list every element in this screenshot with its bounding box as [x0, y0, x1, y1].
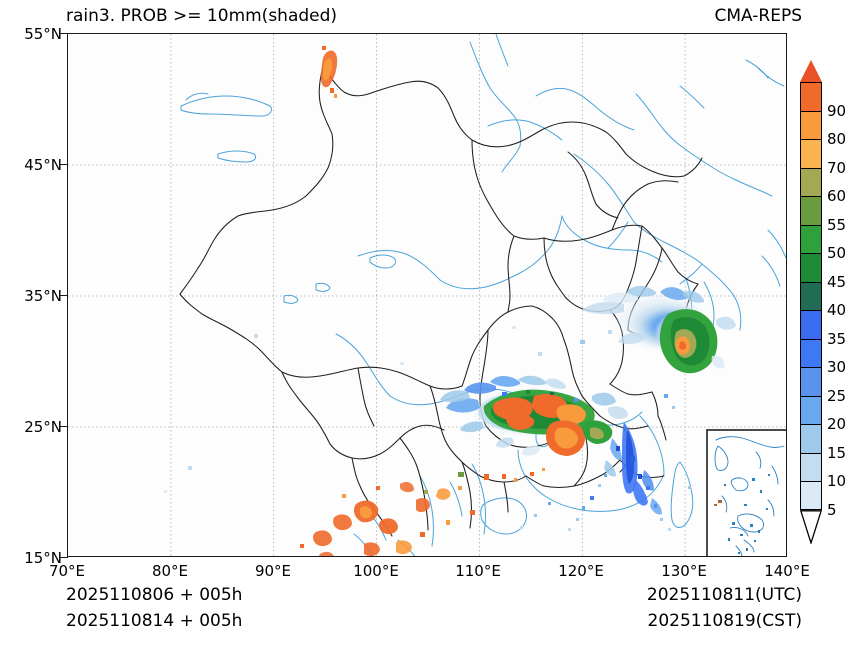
colorbar-swatch-80 — [800, 110, 822, 139]
y-tick-label-35n: 35°N — [24, 287, 62, 305]
colorbar-swatch-90 — [800, 82, 822, 111]
page-title: rain3. PROB >= 10mm(shaded) — [66, 6, 338, 26]
feature-misc-speckle — [164, 326, 675, 493]
y-tick-mark-15n — [60, 556, 68, 558]
x-tick-label-130e: 130°E — [661, 562, 707, 580]
colorbar-label-35: 35 — [827, 329, 847, 348]
y-tick-mark-45n — [60, 163, 68, 165]
x-tick-label-90e: 90°E — [254, 562, 292, 580]
colorbar-swatch-35 — [800, 310, 822, 339]
colorbar-label-40: 40 — [827, 301, 847, 319]
y-tick-mark-55n — [60, 32, 68, 34]
footer: 2025110806 + 005h 2025110811(UTC) 202511… — [0, 585, 860, 637]
colorbar-label-60: 60 — [827, 187, 847, 205]
x-tick-label-140e: 140°E — [764, 562, 810, 580]
colorbar-label-30: 30 — [827, 358, 847, 376]
colorbar-swatch-55 — [800, 196, 822, 225]
footer-valid-utc: 2025110811(UTC) — [646, 585, 802, 605]
colorbar-swatch-20 — [800, 395, 822, 424]
map-canvas[interactable]: No: GS (2019) 1786 — [67, 33, 787, 557]
y-tick-label-15n: 15°N — [24, 549, 62, 567]
colorbar-swatch-40 — [800, 281, 822, 310]
hydrography-layer — [180, 34, 786, 556]
y-tick-label-25n: 25°N — [24, 418, 62, 436]
x-tick-label-70e: 70°E — [48, 562, 86, 580]
y-tick-mark-35n — [60, 294, 68, 296]
colorbar-label-45: 45 — [827, 272, 847, 291]
colorbar-swatch-70 — [800, 139, 822, 168]
x-tick-label-120e: 120°E — [558, 562, 604, 580]
probability-shading-layer — [164, 46, 736, 556]
colorbar-label-10: 10 — [827, 472, 847, 490]
colorbar-swatch-45 — [800, 253, 822, 282]
feature-se-coast-band — [520, 422, 711, 531]
feature-yellow-sea-korea-plume — [582, 286, 736, 374]
footer-valid-cst: 2025110819(CST) — [647, 611, 802, 631]
colorbar-label-55: 55 — [827, 215, 847, 234]
footer-init-utc: 2025110806 + 005h — [66, 585, 243, 605]
footer-init-cst: 2025110814 + 005h — [66, 611, 243, 631]
y-tick-label-55n: 55°N — [24, 25, 62, 43]
colorbar[interactable]: 90 80 70 60 55 50 45 40 35 30 25 20 15 10 5 — [799, 60, 860, 560]
colorbar-gradient — [800, 82, 822, 510]
colorbar-label-70: 70 — [827, 158, 847, 177]
x-tick-label-110e: 110°E — [455, 562, 501, 580]
x-tick-label-80e: 80°E — [151, 562, 189, 580]
colorbar-over-arrow — [800, 60, 822, 82]
feature-altai-patch — [320, 46, 338, 98]
feature-central-china-plume — [440, 375, 628, 456]
colorbar-label-25: 25 — [827, 386, 847, 405]
colorbar-swatch-5 — [800, 481, 822, 510]
south-china-sea-inset — [706, 429, 786, 556]
model-label: CMA-REPS — [714, 6, 802, 26]
feature-indochina-scatter — [300, 468, 545, 556]
colorbar-swatch-15 — [800, 424, 822, 453]
colorbar-label-50: 50 — [827, 244, 847, 262]
colorbar-under-arrow — [799, 509, 823, 548]
footer-row-cst: 2025110814 + 005h 2025110819(CST) — [0, 611, 860, 637]
x-tick-label-100e: 100°E — [353, 562, 399, 580]
colorbar-label-5: 5 — [827, 500, 837, 519]
colorbar-swatch-10 — [800, 452, 822, 481]
footer-row-utc: 2025110806 + 005h 2025110811(UTC) — [0, 585, 860, 611]
colorbar-label-90: 90 — [827, 101, 847, 120]
colorbar-label-15: 15 — [827, 443, 847, 462]
y-tick-mark-25n — [60, 425, 68, 427]
colorbar-label-20: 20 — [827, 415, 847, 433]
colorbar-swatch-60 — [800, 167, 822, 196]
colorbar-swatch-25 — [800, 367, 822, 396]
colorbar-swatch-30 — [800, 338, 822, 367]
colorbar-swatch-50 — [800, 224, 822, 253]
colorbar-label-80: 80 — [827, 130, 847, 148]
y-tick-label-45n: 45°N — [24, 156, 62, 174]
